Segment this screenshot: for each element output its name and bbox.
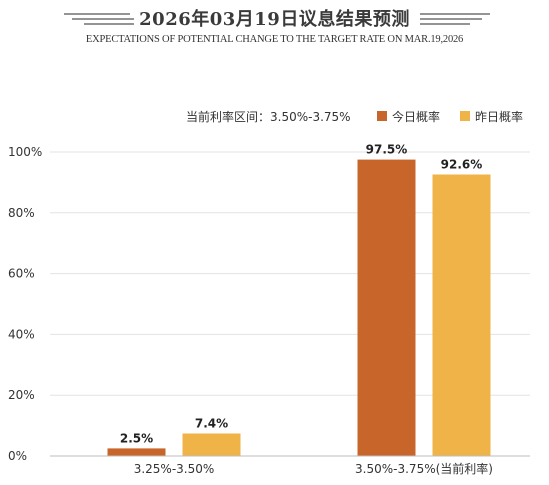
data-label: 2.5% xyxy=(120,431,153,445)
legend: 当前利率区间：3.50%-3.75% 今日概率 昨日概率 xyxy=(186,109,523,124)
y-tick-label: 100% xyxy=(8,145,42,159)
data-label: 7.4% xyxy=(195,417,228,431)
x-axis: 3.25%-3.50% 3.50%-3.75%(当前利率) xyxy=(50,455,530,476)
y-tick-label: 60% xyxy=(8,267,35,281)
bar-today-1 xyxy=(357,159,416,456)
chart-subtitle: EXPECTATIONS OF POTENTIAL CHANGE TO THE … xyxy=(85,34,464,45)
legend-label: 昨日概率 xyxy=(475,109,523,124)
bars xyxy=(107,159,491,456)
data-labels: 2.5% 7.4% 97.5% 92.6% xyxy=(120,143,482,446)
chart-title: 2026年03月19日议息结果预测 xyxy=(139,9,410,30)
data-label: 97.5% xyxy=(366,143,408,157)
category-label: 3.25%-3.50% xyxy=(134,462,215,476)
category-label: 3.50%-3.75%(当前利率) xyxy=(355,461,493,476)
y-tick-label: 20% xyxy=(8,388,35,402)
legend-swatch xyxy=(460,111,470,121)
legend-swatch xyxy=(377,111,387,121)
bar-yesterday-1 xyxy=(432,174,491,456)
y-tick-label: 0% xyxy=(8,449,27,463)
right-decoration-lines xyxy=(420,13,490,25)
y-tick-label: 80% xyxy=(8,206,35,220)
legend-title: 当前利率区间：3.50%-3.75% xyxy=(186,109,351,124)
y-tick-label: 40% xyxy=(8,327,35,341)
bar-today-0 xyxy=(107,448,166,456)
legend-label: 今日概率 xyxy=(392,109,440,124)
data-label: 92.6% xyxy=(441,157,483,171)
left-decoration-lines xyxy=(64,13,134,25)
y-axis: 0% 20% 40% 60% 80% 100% xyxy=(8,145,42,463)
chart-header: 2026年03月19日议息结果预测 EXPECTATIONS OF POTENT… xyxy=(0,0,549,60)
bar-yesterday-0 xyxy=(182,433,241,456)
